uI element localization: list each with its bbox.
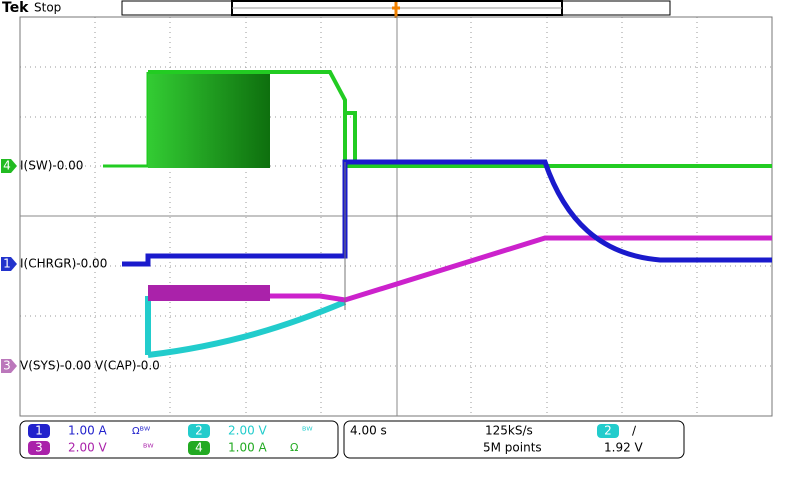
ch4-badge	[188, 441, 210, 455]
trigger-slope: ∕	[632, 424, 637, 438]
ch4-label: I(SW)-0.00	[20, 159, 83, 173]
ch3-marker	[1, 359, 17, 373]
time-per-div: 4.00 s	[350, 424, 387, 438]
ch4-icons: Ω	[290, 441, 298, 454]
ch2-badge-num: 2	[195, 424, 203, 438]
ch3-badge	[28, 441, 50, 455]
ch1-scale: 1.00 A	[68, 424, 108, 438]
ch3-label: V(SYS)-0.00 V(CAP)-0.0	[20, 359, 160, 373]
trigger-marker	[392, 2, 400, 18]
ch3-badge-num: 3	[35, 441, 43, 455]
ch4-trace	[148, 70, 772, 168]
record-length: 5M points	[483, 441, 542, 455]
brand: Tek	[2, 0, 29, 16]
ch4-switching	[148, 72, 270, 168]
ch1-badge	[28, 424, 50, 438]
ch4-scale: 1.00 A	[228, 441, 268, 455]
ch1-marker-num: 1	[3, 257, 11, 271]
ch4-marker	[1, 159, 17, 173]
ch1-marker	[1, 257, 17, 271]
ch2-scale: 2.00 V	[228, 424, 268, 438]
ch2-trace	[145, 296, 347, 358]
ch3-icons: ᴮᵂ	[143, 443, 154, 454]
trigger-badge-num: 2	[604, 424, 612, 438]
ch2-badge	[188, 424, 210, 438]
ch1-icons: Ωᴮᵂ	[132, 426, 151, 437]
trigger-badge	[597, 424, 619, 438]
ch3-marker-num: 3	[3, 359, 11, 373]
channel-panel	[19, 420, 339, 459]
ch3-scale: 2.00 V	[68, 441, 108, 455]
ch4-marker-num: 4	[3, 159, 11, 173]
ch4-badge-num: 4	[195, 441, 203, 455]
ch1-badge-num: 1	[35, 424, 43, 438]
ch3-band	[148, 285, 270, 301]
waveforms	[103, 70, 772, 358]
sample-rate: 125kS/s	[485, 424, 533, 438]
status: Stop	[34, 1, 61, 15]
trigger-level: 1.92 V	[604, 441, 644, 455]
ch1-label: I(CHRGR)-0.00	[20, 257, 107, 271]
ch2-icons: ᴮᵂ	[302, 426, 313, 437]
